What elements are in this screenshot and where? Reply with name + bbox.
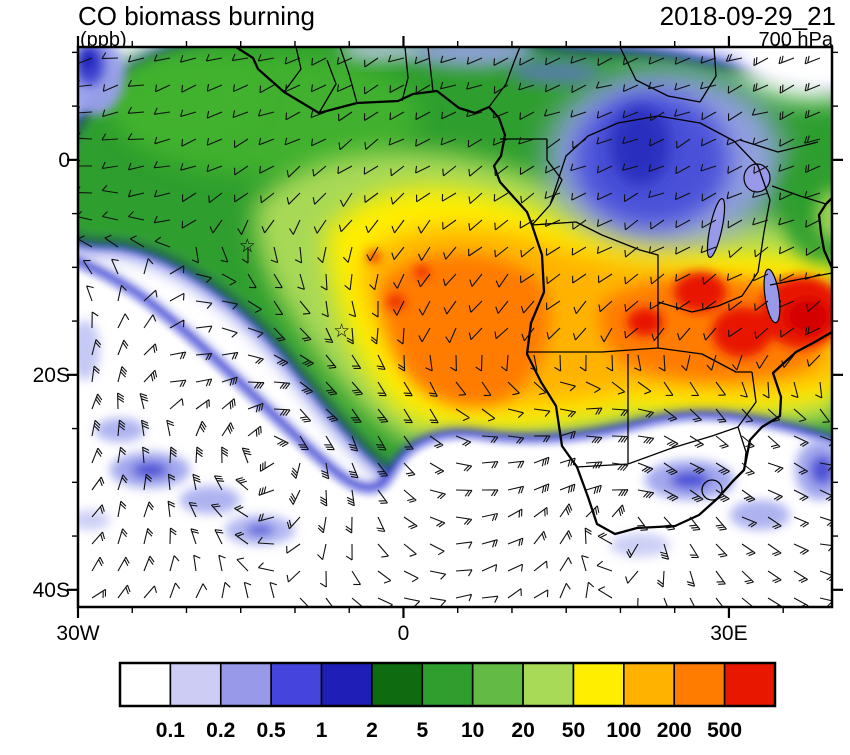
colorbar-label: 500: [707, 719, 742, 742]
map-canvas: ☆☆: [78, 47, 832, 607]
y-axis-label: 40S: [33, 579, 70, 602]
y-axis-label: 0: [58, 149, 70, 172]
colorbar-cell: [270, 662, 323, 707]
northwest-corner-blue-patch: [78, 47, 125, 115]
colorbar-label: 1: [316, 719, 328, 742]
x-axis-label: 0: [398, 622, 410, 645]
datetime-label: 2018-09-29_21: [660, 1, 836, 31]
lake-malawi: [763, 268, 781, 324]
ocean-low-co-region: [78, 47, 832, 607]
colorbar-label: 5: [416, 719, 428, 742]
map-frame: [76, 45, 834, 609]
colorbar-cell: [623, 662, 676, 707]
colorbar-cell: [219, 662, 272, 707]
colorbar-label: 100: [606, 719, 641, 742]
wind-barbs: [78, 52, 832, 607]
colorbar: 0.1 0.2 0.5 1 2 5 10 20 50 100 200 500: [118, 661, 777, 742]
colorbar-cell: [673, 662, 726, 707]
lesotho-border: [701, 479, 723, 501]
x-axis-label: 30W: [56, 622, 99, 645]
lake-tanganyika: [706, 198, 726, 258]
colorbar-label: 10: [461, 719, 484, 742]
colorbar-label: 2: [366, 719, 378, 742]
colorbar-cell: [119, 662, 172, 707]
star-marker: ☆: [333, 321, 350, 342]
colorbar-cell: [723, 662, 776, 707]
figure-title: CO biomass burning: [78, 1, 315, 31]
colorbar-cell: [320, 662, 373, 707]
colorbar-label: 0.1: [156, 719, 186, 742]
bright-green-guinea: [100, 50, 260, 140]
lake-victoria: [743, 163, 771, 193]
colorbar-cell: [572, 662, 625, 707]
country-borders: [283, 47, 832, 501]
units-label: (ppb): [80, 29, 127, 51]
colorbar-cell: [371, 662, 424, 707]
colorbar-label: 50: [562, 719, 585, 742]
orange-region-west: [381, 253, 550, 407]
x-axis-label: 30E: [710, 622, 747, 645]
y-axis-labels: 0 20S 40S: [33, 149, 70, 602]
colorbar-cell: [169, 662, 222, 707]
ocean-blue-speckles: [78, 320, 832, 557]
axis-ticks: [67, 36, 843, 618]
border-lines: [283, 47, 832, 471]
colorbar-label: 200: [657, 719, 692, 742]
colorbar-cell: [471, 662, 524, 707]
star-marker: ☆: [239, 236, 256, 257]
y-axis-label: 20S: [33, 364, 70, 387]
wind-barb-glyphs: [78, 52, 832, 607]
level-label: 700 hPa: [758, 29, 833, 51]
colorbar-cell: [522, 662, 575, 707]
colorbar-border: [118, 661, 777, 708]
star-markers: ☆☆: [239, 236, 350, 342]
colorbar-cell: [421, 662, 474, 707]
colorbar-label: 0.2: [206, 719, 235, 742]
x-axis-labels: 30W 0 30E: [56, 622, 747, 645]
lakes: [706, 163, 781, 324]
colorbar-label: 0.5: [257, 719, 287, 742]
colorbar-label: 20: [511, 719, 534, 742]
